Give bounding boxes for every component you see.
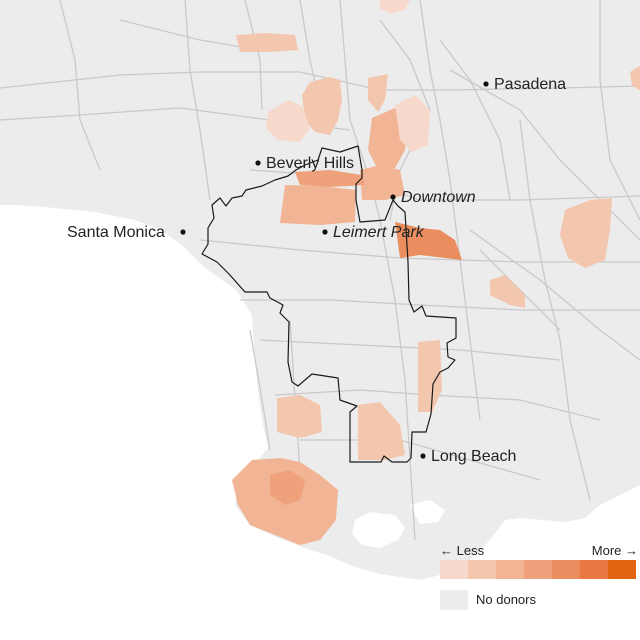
- legend-swatch: [440, 560, 468, 579]
- place-label-downtown: Downtown: [401, 189, 476, 206]
- donor-area: [270, 470, 305, 505]
- legend-color-scale: [440, 560, 636, 579]
- legend-no-donors-label: No donors: [476, 592, 536, 607]
- place-label-leimert-park: Leimert Park: [333, 224, 425, 241]
- place-marker: [180, 229, 186, 235]
- place-label-long-beach: Long Beach: [431, 448, 516, 465]
- legend-swatch: [608, 560, 636, 579]
- legend-swatch: [552, 560, 580, 579]
- donor-area: [280, 185, 356, 225]
- legend-less-label: ← Less: [440, 543, 485, 558]
- donor-area: [560, 198, 612, 268]
- place-label-pasadena: Pasadena: [494, 76, 566, 93]
- place-marker: [420, 453, 426, 459]
- donor-area: [266, 100, 310, 142]
- legend-swatch: [524, 560, 552, 579]
- donor-area: [277, 395, 322, 438]
- donor-area: [380, 0, 410, 14]
- place-label-beverly-hills: Beverly Hills: [266, 155, 354, 172]
- donor-area: [395, 95, 430, 152]
- donor-area: [490, 275, 525, 308]
- donor-areas: [232, 0, 640, 545]
- donor-area: [418, 340, 442, 412]
- place-marker: [322, 229, 328, 235]
- legend-swatch: [468, 560, 496, 579]
- port-area: [352, 500, 445, 548]
- place-label-santa-monica: Santa Monica: [67, 224, 165, 241]
- place-marker: [483, 81, 489, 87]
- land-area: [0, 0, 640, 580]
- donor-area: [630, 66, 640, 90]
- donor-area: [358, 402, 405, 460]
- legend: ← Less More → No donors: [440, 540, 640, 620]
- district-boundary: [201, 145, 457, 463]
- place-marker: [390, 194, 396, 200]
- place-marker: [255, 160, 261, 166]
- legend-more-label: More →: [591, 543, 638, 558]
- donor-area: [295, 170, 365, 187]
- donor-area: [395, 222, 462, 260]
- donor-area: [302, 77, 342, 135]
- place-labels: Pasadena Beverly Hills Downtown Santa Mo…: [67, 76, 566, 465]
- donor-area: [236, 33, 298, 52]
- donor-area: [360, 165, 405, 200]
- legend-swatch: [496, 560, 524, 579]
- legend-no-donors-swatch: [440, 590, 468, 610]
- legend-swatch: [580, 560, 608, 579]
- donor-area: [368, 74, 388, 112]
